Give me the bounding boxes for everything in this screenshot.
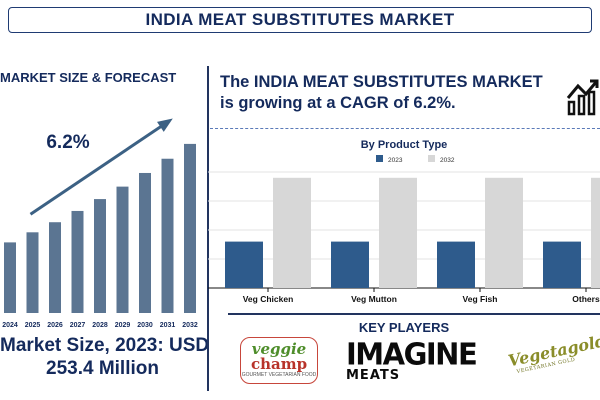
forecast-bar-2026 — [49, 222, 61, 313]
bar-2023-veg-fish — [437, 241, 475, 288]
forecast-bar-2025 — [26, 232, 39, 313]
bar-2032-veg-mutton — [379, 177, 417, 288]
product-chart-title: By Product Type — [361, 139, 448, 151]
forecast-bar-2030 — [139, 172, 151, 313]
product-type-chart: By Product Type 2023 2032 Veg Chicken Veg Mu… — [208, 139, 600, 304]
market-size-text: Market Size, 2023: USD 253.4 Million — [0, 334, 210, 380]
market-size-line-2: 253.4 Million — [46, 358, 159, 379]
dashed-divider — [210, 128, 600, 129]
vegetagold-logo: Vegetagold VEGETARIAN GOLD — [506, 331, 600, 376]
vertical-divider — [207, 66, 209, 391]
forecast-trend-arrow — [29, 119, 171, 216]
forecast-bar-2031 — [161, 158, 174, 313]
legend-swatch-2032 — [428, 155, 435, 162]
legend-swatch-2023 — [376, 155, 383, 162]
cagr-annotation: 6.2% — [46, 132, 89, 153]
category-label: Others — [572, 294, 600, 304]
forecast-tick-label: 2032 — [182, 322, 198, 329]
forecast-arrow-head — [157, 118, 173, 132]
bar-2023-others — [543, 241, 581, 288]
forecast-bar-2032 — [184, 143, 196, 313]
horizontal-divider — [228, 313, 600, 315]
forecast-bar-2029 — [116, 186, 129, 313]
bar-2032-veg-fish — [485, 177, 523, 288]
forecast-bar-chart: 2024 2025 2026 2027 2028 2029 2030 2031 2032 6.2% — [2, 118, 198, 329]
forecast-bar-2024 — [4, 242, 16, 313]
bar-2023-veg-chicken — [225, 241, 263, 288]
forecast-tick-label: 2025 — [25, 322, 41, 329]
key-players-title: KEY PLAYERS — [358, 320, 450, 335]
forecast-tick-label: 2024 — [2, 322, 18, 329]
bar-2032-others — [591, 177, 600, 288]
veggie-champ-logo: veggie champ GOURMET VEGETARIAN FOOD — [240, 337, 318, 384]
bar-2032-veg-chicken — [273, 177, 311, 288]
forecast-tick-label: 2031 — [160, 322, 176, 329]
category-label: Veg Mutton — [351, 294, 397, 304]
category-label: Veg Chicken — [243, 294, 294, 304]
forecast-bar-2027 — [71, 210, 84, 313]
title-bar: INDIA MEAT SUBSTITUTES MARKET — [8, 7, 592, 33]
forecast-tick-label: 2027 — [70, 322, 86, 329]
page-title: INDIA MEAT SUBSTITUTES MARKET — [145, 10, 455, 29]
legend-label-2023: 2023 — [388, 157, 403, 164]
forecast-title: MARKET SIZE & FORECAST — [0, 70, 177, 85]
growth-chart-icon — [566, 79, 599, 116]
category-label: Veg Fish — [463, 294, 498, 304]
forecast-tick-label: 2030 — [137, 322, 153, 329]
bar-2023-veg-mutton — [331, 241, 369, 288]
forecast-bar-2028 — [94, 199, 106, 313]
forecast-tick-label: 2026 — [47, 322, 63, 329]
imagine-meats-logo: IMAGINE MEATS — [346, 336, 478, 383]
cagr-headline: The INDIA MEAT SUBSTITUTES MARKET is gro… — [220, 73, 543, 112]
legend-label-2032: 2032 — [440, 157, 455, 164]
market-size-line-1: Market Size, 2023: USD — [0, 335, 210, 356]
forecast-tick-label: 2029 — [115, 322, 131, 329]
forecast-tick-label: 2028 — [92, 322, 108, 329]
